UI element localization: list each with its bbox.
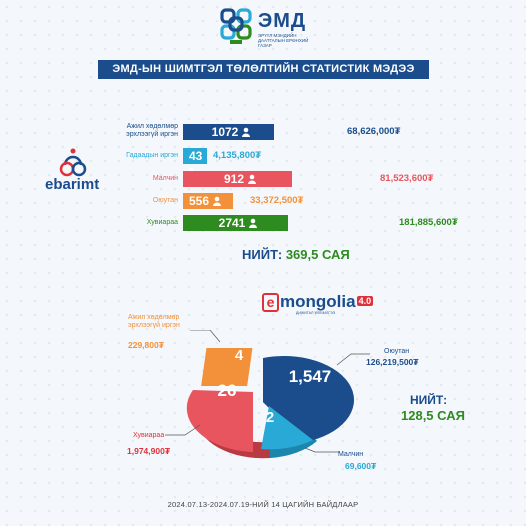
ebarimt-row-bar: 912 [183, 171, 292, 187]
ebarimt-row-label: Малчин [152, 175, 178, 182]
pie-cat-malchin: Малчин [338, 451, 364, 458]
footer-date-range: 2024.07.13-2024.07.19-НИЙ 14 ЦАГИЙН БАЙД… [167, 500, 359, 509]
emongolia-pie-chart: 1,547 2 26 4 [165, 330, 370, 459]
ebarimt-row-bar: 1072 [183, 124, 274, 140]
emongolia-total-value: 128,5 САЯ [401, 408, 465, 423]
ebarimt-row-bar: 556 [183, 193, 233, 209]
ebarimt-row-amount: 181,885,600₮ [399, 217, 458, 228]
pie-slice-malchin [261, 406, 313, 450]
ebarimt-row-label: Гадаадын иргэн [126, 152, 178, 159]
ebarimt-row-label: Хувиараа [146, 219, 178, 226]
ebarimt-row-count: 1072 [211, 125, 239, 139]
pie-label-ajilgui: 4 [235, 347, 244, 364]
ebarimt-row-count: 2741 [218, 216, 246, 230]
pie-cat-oyutan: Оюутан [384, 348, 410, 355]
emd-logo [218, 6, 328, 54]
emongolia-logo-e: e [262, 293, 279, 312]
ebarimt-total-value: 369,5 САЯ [285, 247, 350, 262]
pie-amt-khuviaraa: 1,974,900₮ [127, 446, 171, 456]
ebarimt-row-amount: 68,626,000₮ [347, 126, 401, 137]
ebarimt-row-count: 556 [189, 194, 210, 208]
emd-logo-text: ЭМД [258, 10, 307, 32]
ebarimt-row-label: Оюутан [152, 197, 178, 204]
pie-label-khuviaraa: 26 [218, 381, 237, 400]
ebarimt-logo-text: ebarimt [45, 176, 100, 193]
ebarimt-total-label: НИЙТ: [242, 247, 283, 262]
ebarimt-row-label: Ажил хөдөлмөр эрхлээгүй иргэн [126, 123, 178, 138]
pie-amt-ajilgui: 229,800₮ [128, 340, 164, 350]
ebarimt-icon [55, 147, 91, 182]
pie-cat-ajilgui: Ажил хөдөлмөр эрхлээгүй иргэн [128, 314, 180, 329]
ebarimt-row-amount: 81,523,600₮ [380, 173, 434, 184]
ebarimt-total: НИЙТ: 369,5 САЯ [242, 247, 350, 262]
ebarimt-row-count: 912 [223, 172, 245, 186]
emd-knot-icon [220, 8, 252, 44]
pie-label-malchin: 2 [266, 409, 274, 426]
ebarimt-row-count: 43 [189, 149, 203, 163]
pie-slice-ajilgui [201, 348, 253, 386]
pie-amt-malchin: 69,600₮ [345, 461, 377, 471]
emongolia-total-label: НИЙТ: [410, 393, 448, 407]
person-icon [213, 196, 222, 206]
ebarimt-row-bar: 43 [183, 148, 207, 177]
person-icon [249, 218, 258, 228]
pie-leader-lines [165, 330, 370, 453]
emongolia-logo-subtitle: ДИЖИТАЛ ҮЙЛЧИЛГЭЭ [296, 311, 336, 315]
ebarimt-row-bar: 2741 [183, 215, 288, 231]
person-icon [248, 174, 257, 184]
emd-logo-subtitle: ЭРҮҮЛ МЭНДИЙН ДААТГАЛЫН ЕРӨНХИЙ ГАЗАР [258, 33, 309, 48]
emongolia-logo-version: 4.0 [356, 296, 374, 306]
page-title: ЭМД-ЫН ШИМТГЭЛ ТӨЛӨЛТИЙН СТАТИСТИК МЭДЭЭ [98, 60, 429, 79]
pie-label-oyutan: 1,547 [289, 367, 332, 386]
emongolia-logo-text: mongolia [280, 292, 356, 311]
pie-slice-khuviaraa [186, 390, 253, 452]
person-icon [242, 127, 251, 137]
pie-amt-oyutan: 126,219,500₮ [366, 357, 419, 367]
pie-cat-khuviaraa: Хувиараа [133, 432, 165, 439]
emongolia-logo: e mongolia 4.0 [262, 292, 374, 312]
ebarimt-row-amount: 4,135,800₮ [213, 150, 262, 161]
ebarimt-row-amount: 33,372,500₮ [250, 195, 304, 206]
